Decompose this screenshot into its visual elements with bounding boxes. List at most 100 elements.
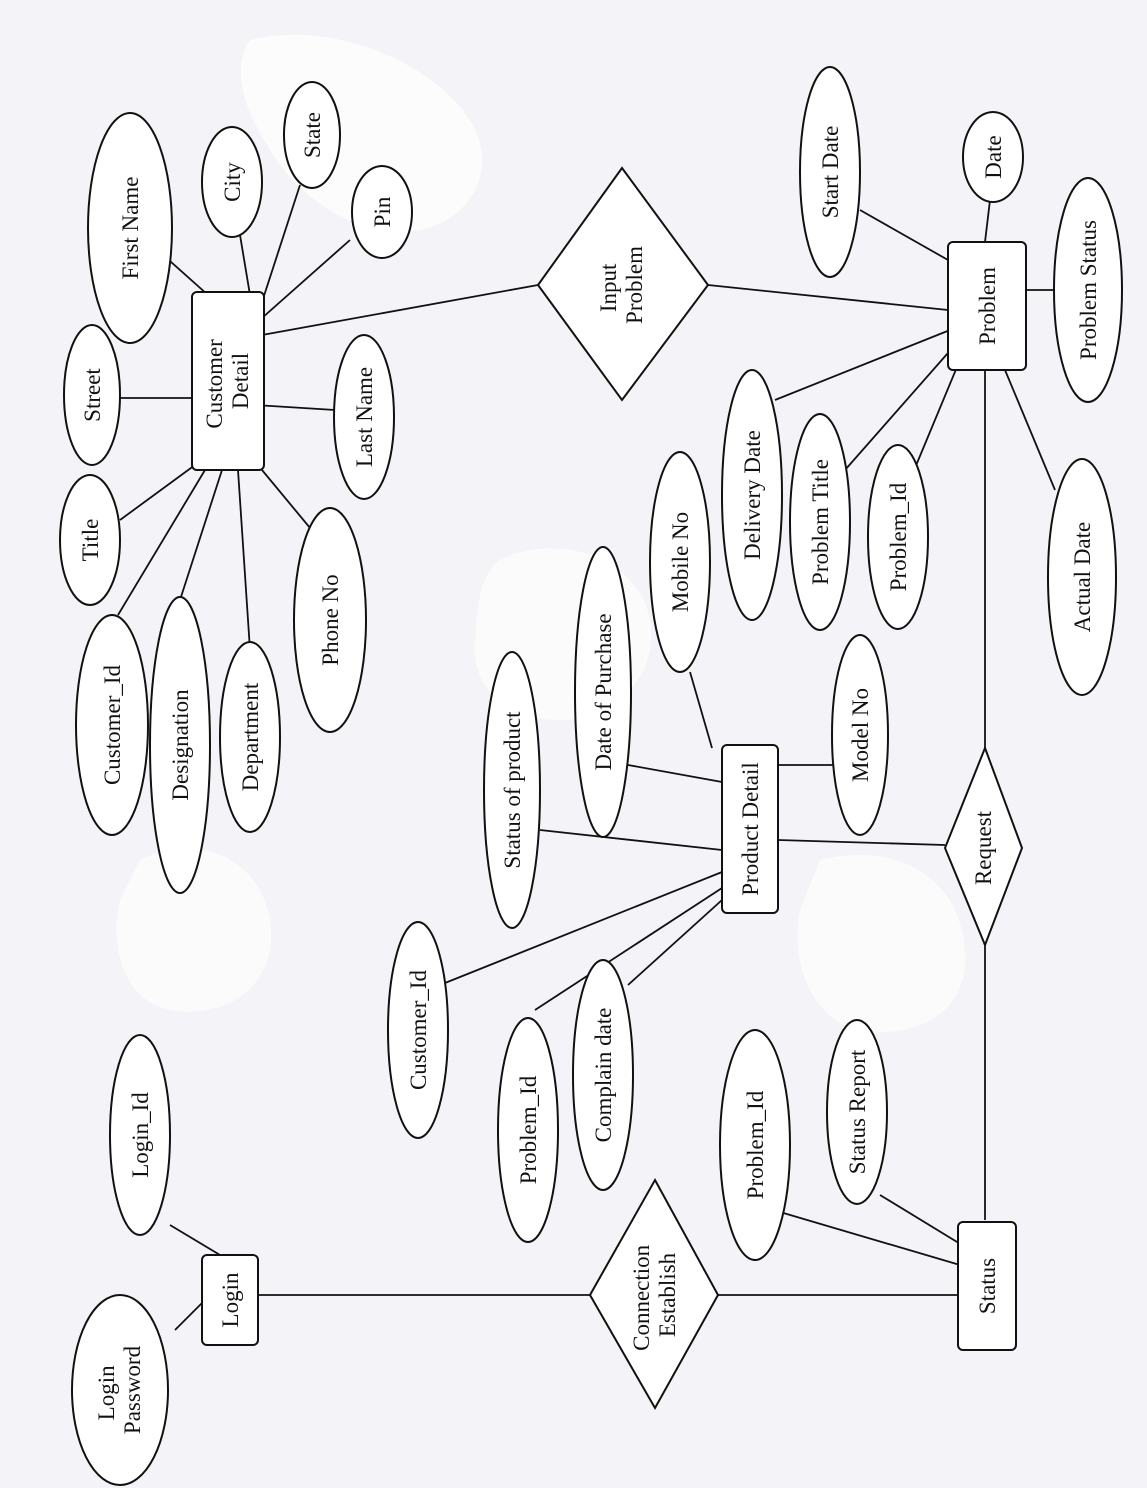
attribute-label: Model No [848, 688, 873, 782]
attribute-designation[interactable]: Designation [149, 596, 211, 894]
attribute-last-name[interactable]: Last Name [333, 334, 395, 500]
attribute-department[interactable]: Department [219, 641, 281, 833]
connector [627, 899, 723, 986]
connector [237, 469, 251, 651]
entity-box [191, 291, 265, 471]
attribute-actual-date[interactable]: Actual Date [1047, 458, 1117, 696]
attribute-label: Complain date [591, 1008, 616, 1143]
entity-customer-detail[interactable]: Customer Detail [191, 291, 265, 471]
entity-status[interactable]: Status [957, 1221, 1017, 1351]
attribute-label: Status Report [845, 1049, 870, 1174]
entity-box [947, 241, 1027, 371]
connector [779, 1211, 961, 1266]
attribute-ellipse [333, 334, 395, 500]
relationship-connection-establish[interactable]: Connection Establish [588, 1177, 720, 1411]
attribute-mobile-no[interactable]: Mobile No [649, 451, 711, 673]
connector [174, 1299, 206, 1331]
attribute-state[interactable]: State [283, 81, 341, 189]
relationship-label: Input Problem [596, 246, 647, 324]
attribute-product-problem-id[interactable]: Problem_Id [497, 1017, 559, 1243]
attribute-label: Problem_Id [886, 482, 911, 591]
attribute-product-customer-id[interactable]: Customer_Id [387, 921, 449, 1139]
attribute-customer-id[interactable]: Customer_Id [75, 614, 149, 836]
attribute-start-date[interactable]: Start Date [799, 66, 861, 278]
connector [879, 1194, 963, 1246]
relationship-request[interactable]: Request [943, 745, 1024, 948]
attribute-ellipse [293, 507, 367, 733]
attribute-label: Problem Status [1076, 220, 1101, 360]
attribute-status-report[interactable]: Status Report [826, 1019, 888, 1205]
entity-product-detail[interactable]: Product Detail [721, 744, 779, 914]
relationship-label: Request [971, 810, 996, 885]
attribute-label: Problem_Id [743, 1090, 768, 1199]
attribute-label: Status of product [500, 711, 525, 869]
entity-box [721, 744, 779, 914]
attribute-ellipse [219, 641, 281, 833]
attribute-date[interactable]: Date [962, 111, 1024, 203]
attribute-date-of-purchase[interactable]: Date of Purchase [574, 546, 632, 838]
attribute-label: Street [80, 368, 105, 422]
attribute-problem-status[interactable]: Problem Status [1053, 177, 1123, 403]
attribute-ellipse [283, 81, 341, 189]
attribute-ellipse [59, 474, 121, 606]
attribute-login-id[interactable]: Login_Id [109, 1034, 171, 1236]
relationship-input-problem[interactable]: Input Problem [536, 166, 710, 402]
attribute-ellipse [387, 921, 449, 1139]
attribute-complain-date[interactable]: Complain date [572, 959, 634, 1191]
connector [774, 329, 951, 401]
attribute-ellipse [799, 66, 861, 278]
relationship-diamond [943, 745, 1024, 948]
attribute-ellipse [789, 413, 851, 631]
attribute-problem-id[interactable]: Problem_Id [867, 444, 929, 630]
relationship-diamond [536, 166, 710, 402]
attribute-problem-title[interactable]: Problem Title [789, 413, 851, 631]
connector [254, 404, 336, 411]
entity-label: Login [218, 1272, 243, 1327]
attribute-label: Actual Date [1070, 522, 1095, 632]
connector [909, 354, 963, 481]
attribute-pin[interactable]: Pin [351, 165, 413, 259]
entity-label: Product Detail [738, 762, 763, 896]
entity-label: Status [975, 1258, 1000, 1314]
relationship-diamond [588, 1177, 720, 1411]
attribute-model-no[interactable]: Model No [831, 634, 889, 836]
entity-problem[interactable]: Problem [947, 241, 1027, 371]
attribute-label: Phone No [318, 574, 343, 665]
attribute-label: City [220, 162, 245, 202]
attribute-status-of-product[interactable]: Status of product [483, 651, 541, 929]
attribute-label: First Name [118, 177, 143, 280]
attribute-ellipse [867, 444, 929, 630]
attribute-ellipse [649, 451, 711, 673]
attribute-ellipse [351, 165, 413, 259]
connector [984, 199, 991, 243]
attribute-ellipse [721, 369, 783, 621]
connector [1004, 369, 1056, 491]
attribute-label: Date [981, 135, 1006, 178]
attribute-ellipse [149, 596, 211, 894]
connector [859, 209, 949, 261]
attribute-city[interactable]: City [201, 126, 263, 238]
connector [179, 469, 223, 601]
attribute-label: Mobile No [668, 512, 693, 612]
attribute-login-password[interactable]: Login Password [71, 1294, 169, 1486]
entity-login[interactable]: Login [201, 1254, 259, 1346]
attribute-phone-no[interactable]: Phone No [293, 507, 367, 733]
attribute-first-name[interactable]: First Name [87, 112, 173, 344]
attribute-ellipse [962, 111, 1024, 203]
attribute-label: Problem Title [808, 459, 833, 585]
attribute-street[interactable]: Street [63, 324, 121, 466]
attribute-title[interactable]: Title [59, 474, 121, 606]
connector [261, 284, 539, 336]
attribute-delivery-date[interactable]: Delivery Date [721, 369, 783, 621]
attribute-ellipse [109, 1034, 171, 1236]
attribute-ellipse [483, 651, 541, 929]
attribute-ellipse [497, 1017, 559, 1243]
attribute-ellipse [826, 1019, 888, 1205]
attribute-status-problem-id[interactable]: Problem_Id [719, 1029, 791, 1261]
attribute-ellipse [719, 1029, 791, 1261]
entity-label: Problem [975, 267, 1000, 345]
attribute-label: Customer_Id [100, 664, 125, 785]
connector [707, 284, 949, 311]
attribute-label: Last Name [352, 367, 377, 467]
